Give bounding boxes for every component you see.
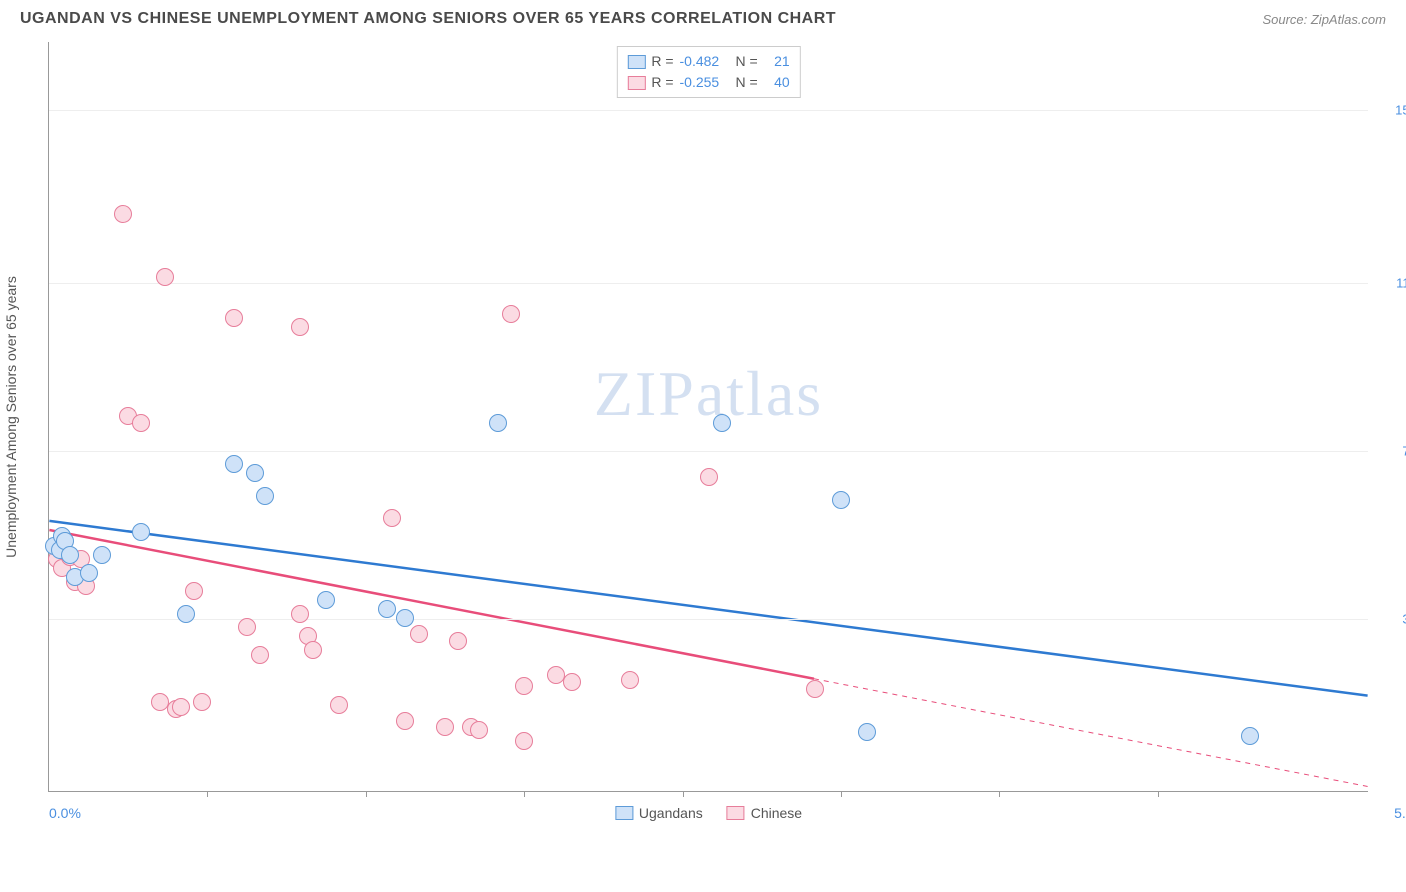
gridline xyxy=(49,283,1368,284)
chinese-point xyxy=(193,693,211,711)
trend-lines-layer xyxy=(49,42,1368,791)
chinese-point xyxy=(114,205,132,223)
source-prefix: Source: xyxy=(1262,12,1310,27)
ugandans-point xyxy=(256,487,274,505)
ugandans-swatch-icon xyxy=(627,55,645,69)
ugandans-point xyxy=(396,609,414,627)
ugandans-point xyxy=(489,414,507,432)
source-name: ZipAtlas.com xyxy=(1311,12,1386,27)
chinese-point xyxy=(806,680,824,698)
ugandans-point xyxy=(317,591,335,609)
chart-header: UGANDAN VS CHINESE UNEMPLOYMENT AMONG SE… xyxy=(0,0,1406,32)
chinese-point xyxy=(383,509,401,527)
x-tick xyxy=(683,791,684,797)
ugandans-point xyxy=(93,546,111,564)
legend-item-ugandans: Ugandans xyxy=(615,805,703,821)
chinese-swatch-icon xyxy=(627,76,645,90)
x-axis-max-label: 5.0% xyxy=(1394,805,1406,821)
chinese-point xyxy=(132,414,150,432)
chinese-point xyxy=(172,698,190,716)
y-tick-label: 7.5% xyxy=(1402,444,1406,459)
chinese-point xyxy=(563,673,581,691)
n-value: 21 xyxy=(764,51,790,72)
x-tick xyxy=(207,791,208,797)
stat-row-chinese: R = -0.255 N = 40 xyxy=(627,72,789,93)
chart-title: UGANDAN VS CHINESE UNEMPLOYMENT AMONG SE… xyxy=(20,10,836,28)
chinese-swatch-icon xyxy=(727,806,745,820)
chinese-point xyxy=(396,712,414,730)
x-tick xyxy=(524,791,525,797)
chinese-point xyxy=(621,671,639,689)
y-tick-label: 15.0% xyxy=(1395,103,1406,118)
n-label: N = xyxy=(736,72,758,93)
chinese-point xyxy=(449,632,467,650)
gridline xyxy=(49,110,1368,111)
chinese-point xyxy=(330,696,348,714)
trend-line xyxy=(814,679,1368,787)
chinese-point xyxy=(304,641,322,659)
ugandans-point xyxy=(858,723,876,741)
ugandans-point xyxy=(246,464,264,482)
legend-label: Ugandans xyxy=(639,805,703,821)
y-axis-label: Unemployment Among Seniors over 65 years xyxy=(3,276,19,558)
r-label: R = xyxy=(651,51,673,72)
chinese-point xyxy=(251,646,269,664)
ugandans-point xyxy=(713,414,731,432)
ugandans-point xyxy=(80,564,98,582)
chinese-point xyxy=(291,318,309,336)
x-axis-min-label: 0.0% xyxy=(49,805,81,821)
ugandans-point xyxy=(177,605,195,623)
scatter-plot-area: Unemployment Among Seniors over 65 years… xyxy=(48,42,1368,792)
chinese-point xyxy=(185,582,203,600)
chinese-point xyxy=(238,618,256,636)
x-tick xyxy=(1158,791,1159,797)
ugandans-point xyxy=(61,546,79,564)
chinese-point xyxy=(436,718,454,736)
x-tick xyxy=(999,791,1000,797)
bottom-legend: Ugandans Chinese xyxy=(615,805,802,821)
source-attribution: Source: ZipAtlas.com xyxy=(1262,12,1386,27)
watermark-zip: ZIP xyxy=(594,358,696,429)
n-label: N = xyxy=(736,51,758,72)
trend-line xyxy=(49,530,814,679)
y-tick-label: 3.8% xyxy=(1402,612,1406,627)
ugandans-point xyxy=(832,491,850,509)
r-value: -0.482 xyxy=(680,51,730,72)
chinese-point xyxy=(410,625,428,643)
ugandans-point xyxy=(378,600,396,618)
trend-line xyxy=(49,521,1367,696)
chinese-point xyxy=(156,268,174,286)
gridline xyxy=(49,451,1368,452)
legend-label: Chinese xyxy=(751,805,802,821)
ugandans-point xyxy=(132,523,150,541)
y-tick-label: 11.2% xyxy=(1396,275,1406,290)
ugandans-point xyxy=(1241,727,1259,745)
r-label: R = xyxy=(651,72,673,93)
ugandans-swatch-icon xyxy=(615,806,633,820)
chinese-point xyxy=(470,721,488,739)
chinese-point xyxy=(515,677,533,695)
r-value: -0.255 xyxy=(680,72,730,93)
legend-item-chinese: Chinese xyxy=(727,805,802,821)
watermark: ZIPatlas xyxy=(594,357,823,431)
chinese-point xyxy=(515,732,533,750)
correlation-stats-box: R = -0.482 N = 21 R = -0.255 N = 40 xyxy=(616,46,800,98)
chinese-point xyxy=(291,605,309,623)
chinese-point xyxy=(502,305,520,323)
x-tick xyxy=(841,791,842,797)
x-tick xyxy=(366,791,367,797)
stat-row-ugandans: R = -0.482 N = 21 xyxy=(627,51,789,72)
chart-container: Unemployment Among Seniors over 65 years… xyxy=(48,42,1386,792)
ugandans-point xyxy=(225,455,243,473)
chinese-point xyxy=(225,309,243,327)
chinese-point xyxy=(700,468,718,486)
n-value: 40 xyxy=(764,72,790,93)
